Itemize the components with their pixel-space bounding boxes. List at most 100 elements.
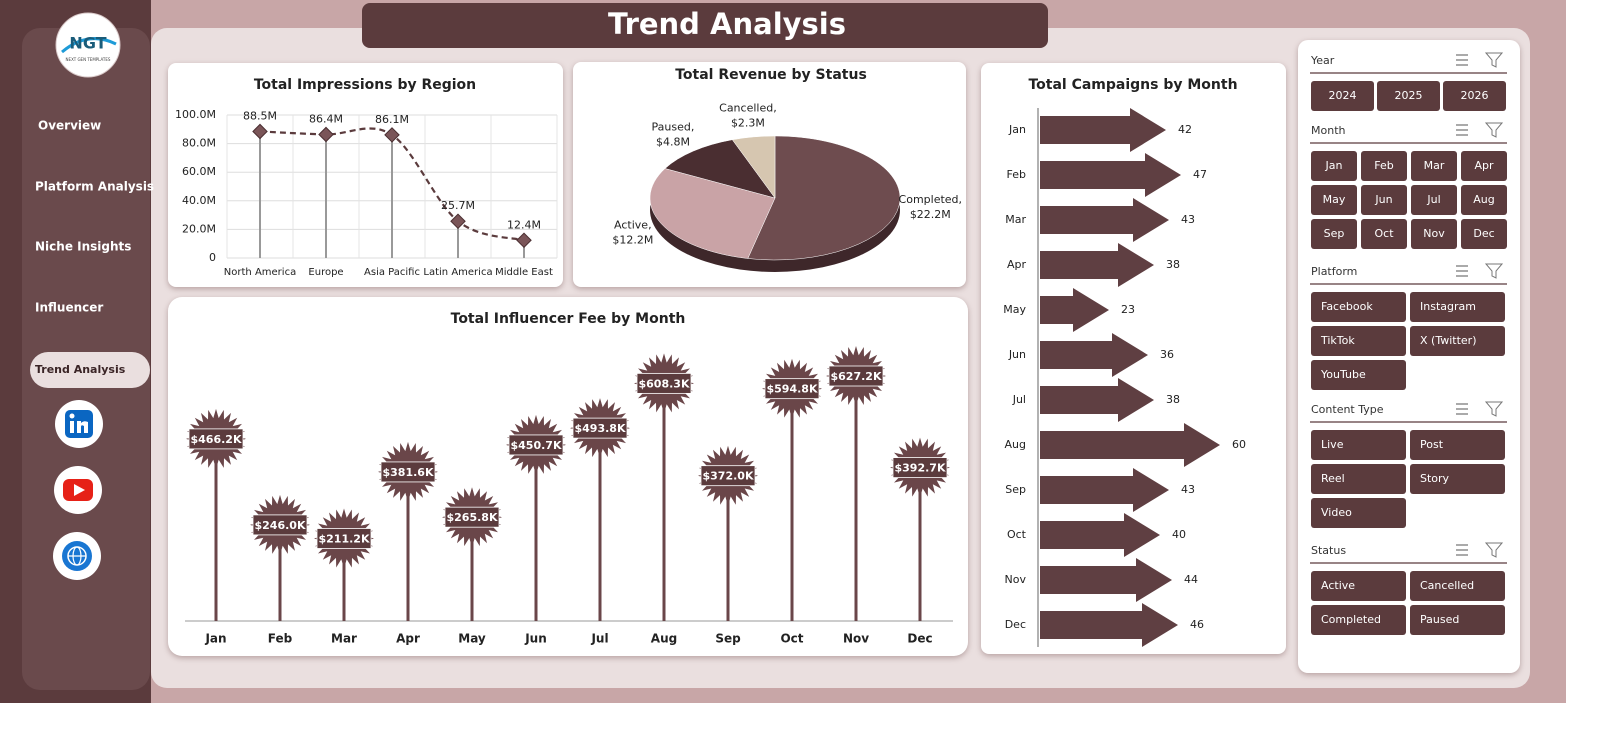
slicer-button-label[interactable]: 2026 xyxy=(1461,89,1489,102)
slicer-button[interactable]: TikTok xyxy=(1311,326,1406,356)
linkedin-icon[interactable] xyxy=(55,400,103,448)
slicer-button[interactable]: Jul xyxy=(1411,185,1457,215)
slicer-button-bg[interactable] xyxy=(1311,571,1406,601)
slicer-button[interactable]: Story xyxy=(1410,464,1505,494)
slicer-button-label[interactable]: X (Twitter) xyxy=(1420,334,1476,347)
slicer-button[interactable]: Aug xyxy=(1461,185,1507,215)
slicer-button[interactable]: Cancelled xyxy=(1410,571,1505,601)
slicer-button-label[interactable]: Paused xyxy=(1420,613,1459,626)
nav-item[interactable]: Overview xyxy=(38,119,101,133)
slicer-button-label[interactable]: Jul xyxy=(1426,193,1440,206)
multi-select-icon[interactable] xyxy=(1456,54,1468,66)
slicer-button-bg[interactable] xyxy=(1410,571,1505,601)
slicer-button[interactable]: Feb xyxy=(1361,151,1407,181)
clear-filter-icon[interactable] xyxy=(1484,542,1504,558)
slicer-button-bg[interactable] xyxy=(1443,81,1506,111)
slicer-button-label[interactable]: Jun xyxy=(1374,193,1392,206)
slicer-button-bg[interactable] xyxy=(1411,219,1457,249)
slicer-button-bg[interactable] xyxy=(1361,219,1407,249)
multi-select-icon[interactable] xyxy=(1456,544,1468,556)
slicer-button-label[interactable]: May xyxy=(1323,193,1346,206)
slicer-button-label[interactable]: Live xyxy=(1321,438,1344,451)
slicer-button[interactable]: Live xyxy=(1311,430,1406,460)
slicer-button[interactable]: 2024 xyxy=(1311,81,1374,111)
slicer-button-label[interactable]: Sep xyxy=(1324,227,1345,240)
slicer-button-label[interactable]: Active xyxy=(1321,579,1355,592)
slicer-button-bg[interactable] xyxy=(1311,185,1357,215)
slicer-button[interactable]: Oct xyxy=(1361,219,1407,249)
slicer-button-bg[interactable] xyxy=(1410,605,1505,635)
slicer-button-bg[interactable] xyxy=(1377,81,1440,111)
slicer-button[interactable]: Completed xyxy=(1311,605,1406,635)
slicer-button[interactable]: Jun xyxy=(1361,185,1407,215)
slicer-button-label[interactable]: Aug xyxy=(1473,193,1494,206)
slicer-button-label[interactable]: Dec xyxy=(1473,227,1494,240)
slicer-button-bg[interactable] xyxy=(1410,464,1505,494)
multi-select-icon[interactable] xyxy=(1456,124,1468,136)
slicer-button[interactable]: Nov xyxy=(1411,219,1457,249)
slicer-button-label[interactable]: Oct xyxy=(1374,227,1394,240)
slicer-button-bg[interactable] xyxy=(1311,81,1374,111)
slicer-button[interactable]: Mar xyxy=(1411,151,1457,181)
slicer-button-bg[interactable] xyxy=(1311,326,1406,356)
clear-filter-icon[interactable] xyxy=(1484,401,1504,417)
slicer-button-bg[interactable] xyxy=(1361,151,1407,181)
slicer-button-bg[interactable] xyxy=(1311,605,1406,635)
slicer-button-label[interactable]: Video xyxy=(1321,506,1352,519)
slicer-button-label[interactable]: Mar xyxy=(1424,159,1445,172)
slicer-button-bg[interactable] xyxy=(1411,185,1457,215)
multi-select-icon[interactable] xyxy=(1456,403,1468,415)
slicer-button-label[interactable]: Cancelled xyxy=(1420,579,1474,592)
slicer-button-bg[interactable] xyxy=(1410,292,1505,322)
slicer-button[interactable]: Reel xyxy=(1311,464,1406,494)
slicer-button[interactable]: Instagram xyxy=(1410,292,1505,322)
slicer-button-label[interactable]: Facebook xyxy=(1321,300,1373,313)
slicer-button[interactable]: YouTube xyxy=(1311,360,1406,390)
slicer-button-label[interactable]: Nov xyxy=(1423,227,1445,240)
slicer-button-bg[interactable] xyxy=(1361,185,1407,215)
slicer-button-label[interactable]: Jan xyxy=(1325,159,1343,172)
slicer-button-label[interactable]: Post xyxy=(1420,438,1444,451)
slicer-button[interactable]: X (Twitter) xyxy=(1410,326,1505,356)
nav-item[interactable]: Influencer xyxy=(35,301,103,315)
slicer-button-bg[interactable] xyxy=(1410,326,1505,356)
slicer-button-label[interactable]: Feb xyxy=(1374,159,1393,172)
nav-active-bg[interactable] xyxy=(30,352,150,388)
slicer-button-bg[interactable] xyxy=(1410,430,1505,460)
slicer-button-bg[interactable] xyxy=(1461,185,1507,215)
slicer-button-label[interactable]: Reel xyxy=(1321,472,1345,485)
web-icon[interactable] xyxy=(53,532,101,580)
clear-filter-icon[interactable] xyxy=(1484,263,1504,279)
slicer-button-bg[interactable] xyxy=(1311,360,1406,390)
slicer-button[interactable]: 2025 xyxy=(1377,81,1440,111)
slicer-button[interactable]: Facebook xyxy=(1311,292,1406,322)
slicer-button-label[interactable]: TikTok xyxy=(1320,334,1355,347)
slicer-button[interactable]: Sep xyxy=(1311,219,1357,249)
slicer-button-label[interactable]: YouTube xyxy=(1320,368,1366,381)
slicer-button-bg[interactable] xyxy=(1311,464,1406,494)
multi-select-icon[interactable] xyxy=(1456,265,1468,277)
slicer-button[interactable]: Paused xyxy=(1410,605,1505,635)
slicer-button-label[interactable]: Completed xyxy=(1321,613,1381,626)
clear-filter-icon[interactable] xyxy=(1484,122,1504,138)
nav-item[interactable]: Platform Analysis xyxy=(35,180,154,194)
slicer-button-bg[interactable] xyxy=(1411,151,1457,181)
slicer-button[interactable]: Dec xyxy=(1461,219,1507,249)
slicer-button-label[interactable]: 2024 xyxy=(1329,89,1357,102)
nav-label[interactable]: Platform Analysis xyxy=(35,180,154,194)
slicer-button[interactable]: May xyxy=(1311,185,1357,215)
slicer-button-label[interactable]: Apr xyxy=(1474,159,1494,172)
slicer-button[interactable]: Video xyxy=(1311,498,1406,528)
slicer-button-bg[interactable] xyxy=(1311,292,1406,322)
nav-item[interactable]: Trend Analysis xyxy=(30,352,150,388)
nav-item[interactable]: Niche Insights xyxy=(35,240,131,254)
clear-filter-icon[interactable] xyxy=(1484,52,1504,68)
slicer-button-label[interactable]: 2025 xyxy=(1395,89,1423,102)
slicer-button[interactable]: Jan xyxy=(1311,151,1357,181)
slicer-button[interactable]: Apr xyxy=(1461,151,1507,181)
nav-label[interactable]: Influencer xyxy=(35,301,103,315)
youtube-icon[interactable] xyxy=(54,466,102,514)
nav-label[interactable]: Niche Insights xyxy=(35,240,131,254)
slicer-button-label[interactable]: Story xyxy=(1420,472,1450,485)
slicer-button[interactable]: Active xyxy=(1311,571,1406,601)
